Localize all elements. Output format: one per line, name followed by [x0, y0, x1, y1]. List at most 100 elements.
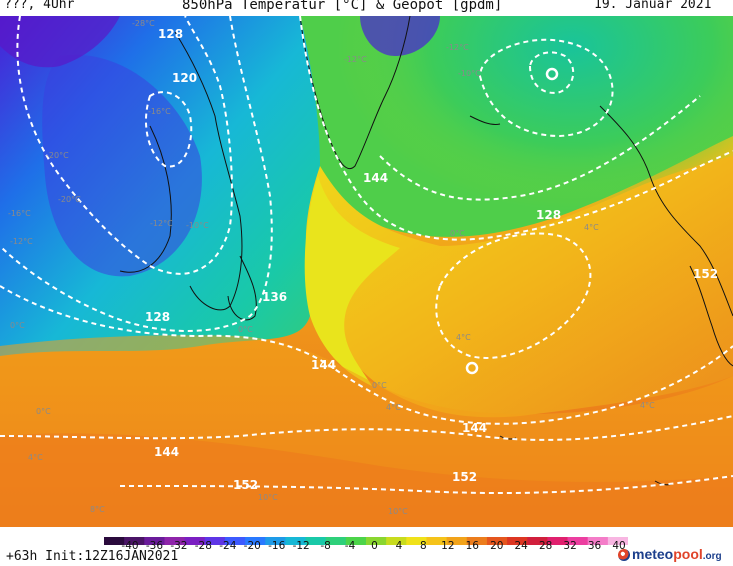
meteopool-logo-icon	[618, 549, 630, 561]
temp-label: 0°C	[36, 407, 51, 416]
color-scale-label: 32	[563, 540, 577, 552]
yellow-tongue	[304, 176, 400, 386]
uk-coast	[689, 265, 733, 367]
temp-label: 0°C	[450, 229, 465, 238]
color-scale-label: 4	[395, 540, 403, 552]
isoline-144-north	[299, 16, 733, 241]
low-center	[545, 67, 559, 81]
temp-label: -28°C	[132, 19, 155, 28]
south-orange-band	[0, 433, 733, 527]
geopot-label: 120	[172, 71, 197, 85]
isoline-120	[144, 91, 193, 168]
isoline-144-south	[0, 285, 733, 425]
meteopool-logo: meteopool.org	[632, 546, 722, 562]
logo-text-tld: .org	[702, 551, 722, 562]
color-scale-swatch	[164, 537, 186, 545]
color-scale-label: -32	[170, 540, 188, 552]
color-scale-label: -28	[194, 540, 212, 552]
color-scale-label: -12	[292, 540, 310, 552]
geopot-label: 144	[363, 171, 388, 185]
temp-label: 4°C	[456, 333, 471, 342]
color-scale-label: -8	[320, 540, 331, 552]
color-scale-label: -24	[219, 540, 237, 552]
model-run-info: +63h Init:12Z16JAN2021	[6, 549, 179, 564]
high-center	[465, 361, 479, 375]
temp-label: -20°C	[46, 151, 69, 160]
temp-label: -16°C	[8, 209, 31, 218]
hudson-coast	[119, 125, 172, 273]
color-scale-swatch	[204, 537, 226, 545]
geopot-label: 144	[462, 421, 487, 435]
color-scale-swatch	[124, 537, 145, 545]
color-scale-swatch	[587, 537, 609, 545]
color-scale-swatch	[224, 537, 246, 545]
temp-label: -16°C	[148, 107, 171, 116]
color-scale-swatch	[386, 537, 407, 545]
temp-label: -12°C	[150, 219, 173, 228]
temp-label: 10°C	[258, 493, 278, 502]
color-scale-label: 0	[371, 540, 378, 552]
color-scale-label: -40	[121, 540, 139, 552]
color-scale-swatch	[426, 537, 448, 545]
temp-label: -10°C	[458, 69, 481, 78]
color-scale-swatch	[527, 537, 548, 545]
color-scale-swatch	[245, 537, 266, 545]
color-scale-label: 16	[465, 540, 479, 552]
isoline-128	[16, 16, 233, 275]
color-scale-swatch	[104, 537, 125, 545]
geopot-label: 152	[233, 478, 258, 492]
color-scale-label: -20	[243, 540, 261, 552]
color-scale-swatch	[144, 537, 165, 545]
color-scale-swatch	[507, 537, 528, 545]
greenland-cold-core	[360, 16, 440, 56]
geopot-label: 144	[154, 445, 179, 459]
color-scale-label: 20	[490, 540, 504, 552]
temp-label: 10°C	[388, 507, 408, 516]
color-scale-swatch	[366, 537, 387, 545]
map-title: 850hPa Temperatur [°C] & Geopot [gpdm]	[182, 0, 503, 13]
color-scale-label: 28	[538, 540, 553, 552]
color-scale-swatch	[305, 537, 327, 545]
isoline-low-outer	[478, 38, 614, 138]
temp-label: 8°C	[90, 505, 105, 514]
color-scale-swatch	[446, 537, 468, 545]
color-scale-label: -36	[145, 540, 164, 552]
header-bar: ???, 4Uhr 850hPa Temperatur [°C] & Geopo…	[0, 0, 733, 16]
temp-label: 0°C	[238, 325, 253, 334]
temp-label: 4°C	[28, 453, 43, 462]
temp-label: 4°C	[640, 401, 655, 410]
temp-label: -10°C	[186, 221, 209, 230]
logo-text-main: meteo	[632, 546, 674, 562]
color-scale-label: 12	[441, 540, 455, 552]
iceland-coast	[469, 115, 501, 125]
color-scale-label: 8	[420, 540, 427, 552]
isoline-156	[119, 475, 733, 495]
geopot-label: 128	[145, 310, 170, 324]
color-scale-swatch	[547, 537, 569, 545]
geopot-label: 152	[452, 470, 477, 484]
geopot-label: 136	[262, 290, 287, 304]
color-scale-swatch	[345, 537, 367, 545]
color-scale-label: 36	[587, 540, 602, 552]
cold-pool	[42, 54, 202, 277]
geopotential-isolines	[0, 16, 733, 495]
temp-label: 0°C	[10, 321, 25, 330]
header-valid-time: ???, 4Uhr	[4, 0, 75, 12]
color-scale-swatch	[184, 537, 206, 545]
color-scale-swatch	[406, 537, 427, 545]
geopot-label: 152	[693, 267, 718, 281]
temp-label: 4°C	[386, 403, 401, 412]
isoline-152	[0, 415, 733, 441]
temperature-labels: -28°C -20°C -16°C -20°C -16°C -12°C -12°…	[8, 19, 655, 516]
color-scale-label: 24	[514, 540, 528, 552]
temp-label: 4°C	[584, 223, 599, 232]
geopot-label: 144	[311, 358, 336, 372]
temp-label: -12°C	[344, 55, 367, 64]
footer-bar: -40 -36 -32 -28 -24 -20 -16 -12 -8 -4 0 4 8 12 16 20 24 2…	[0, 527, 733, 566]
scandinavia-coast	[599, 105, 733, 317]
color-scale-label: -4	[344, 540, 356, 552]
header-date: 19. Januar 2021	[594, 0, 712, 12]
geopot-label: 128	[158, 27, 183, 41]
color-scale-bar	[104, 530, 629, 545]
temp-label: -20°C	[58, 195, 81, 204]
